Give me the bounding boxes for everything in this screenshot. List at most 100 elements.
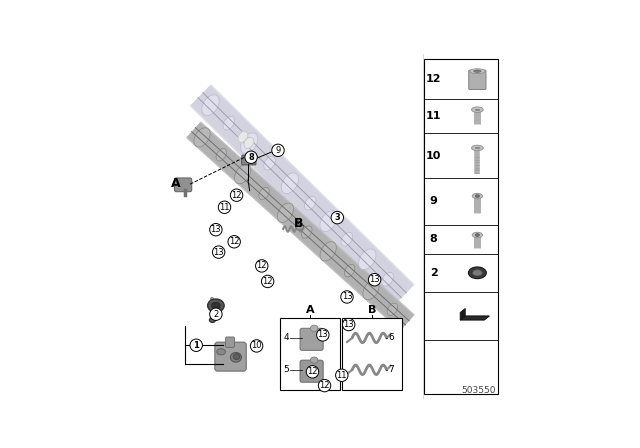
Text: 12: 12 (262, 277, 273, 286)
Circle shape (272, 144, 284, 156)
Ellipse shape (212, 302, 220, 309)
Text: 12: 12 (307, 367, 317, 376)
Text: 1: 1 (193, 341, 199, 350)
Circle shape (190, 339, 202, 352)
Text: A: A (172, 177, 181, 190)
FancyBboxPatch shape (242, 155, 256, 165)
Text: 13: 13 (369, 275, 380, 284)
Text: 12: 12 (319, 381, 330, 390)
Ellipse shape (344, 264, 355, 277)
Circle shape (218, 201, 231, 214)
Text: 7: 7 (388, 365, 394, 375)
Circle shape (230, 189, 243, 202)
Ellipse shape (281, 173, 299, 194)
Circle shape (369, 273, 381, 286)
Ellipse shape (363, 280, 379, 300)
Ellipse shape (387, 303, 397, 315)
Ellipse shape (358, 249, 376, 270)
Circle shape (342, 319, 355, 331)
Ellipse shape (472, 193, 483, 199)
Ellipse shape (273, 150, 278, 155)
Ellipse shape (223, 116, 235, 130)
Text: 10: 10 (426, 151, 441, 160)
Text: 12: 12 (231, 191, 242, 200)
Circle shape (210, 224, 222, 236)
Text: 2: 2 (213, 310, 218, 319)
Ellipse shape (320, 211, 337, 232)
Ellipse shape (476, 234, 479, 237)
Ellipse shape (301, 226, 312, 238)
Bar (342, 318, 402, 390)
Text: 4: 4 (284, 333, 289, 342)
Circle shape (307, 366, 319, 378)
Ellipse shape (244, 138, 254, 148)
Ellipse shape (230, 353, 241, 362)
Text: 11: 11 (426, 111, 442, 121)
Ellipse shape (474, 70, 481, 73)
Text: 9: 9 (275, 146, 280, 155)
Circle shape (318, 379, 331, 392)
Ellipse shape (468, 267, 486, 279)
Ellipse shape (202, 95, 220, 116)
FancyBboxPatch shape (215, 342, 246, 371)
Ellipse shape (207, 299, 224, 312)
Circle shape (340, 291, 353, 303)
Ellipse shape (472, 270, 482, 276)
Ellipse shape (472, 145, 483, 151)
Text: 503550: 503550 (461, 386, 495, 395)
Ellipse shape (382, 272, 394, 286)
Ellipse shape (233, 354, 240, 360)
FancyBboxPatch shape (300, 328, 323, 350)
Text: 11: 11 (220, 203, 230, 212)
Ellipse shape (310, 325, 318, 332)
Ellipse shape (264, 156, 275, 170)
Ellipse shape (241, 133, 258, 154)
Ellipse shape (320, 242, 336, 261)
Text: 10: 10 (252, 341, 262, 350)
Ellipse shape (238, 131, 248, 142)
Ellipse shape (310, 357, 318, 363)
Polygon shape (460, 308, 465, 320)
Text: 6: 6 (388, 333, 394, 342)
FancyBboxPatch shape (468, 70, 486, 90)
Ellipse shape (341, 233, 353, 246)
Ellipse shape (305, 196, 316, 210)
Ellipse shape (216, 149, 227, 161)
Text: 13: 13 (344, 320, 354, 329)
FancyBboxPatch shape (175, 178, 192, 192)
Ellipse shape (211, 319, 214, 322)
Ellipse shape (217, 349, 225, 355)
Circle shape (331, 211, 344, 224)
Text: 8: 8 (248, 153, 254, 162)
Ellipse shape (194, 128, 210, 147)
Circle shape (317, 329, 329, 341)
Text: 12: 12 (257, 262, 267, 271)
Ellipse shape (472, 107, 483, 112)
Text: 13: 13 (317, 331, 328, 340)
Circle shape (228, 236, 241, 248)
Text: 12: 12 (426, 74, 442, 84)
Text: B: B (294, 217, 303, 230)
FancyBboxPatch shape (300, 360, 323, 382)
Text: 11: 11 (337, 371, 347, 380)
FancyBboxPatch shape (225, 337, 234, 347)
Text: 13: 13 (342, 293, 352, 302)
Ellipse shape (472, 232, 483, 238)
Text: 5: 5 (284, 365, 289, 375)
Text: 12: 12 (229, 237, 239, 246)
Ellipse shape (234, 164, 251, 184)
Ellipse shape (277, 203, 294, 222)
Text: 9: 9 (429, 196, 438, 206)
Ellipse shape (470, 69, 485, 73)
Bar (280, 318, 340, 390)
Polygon shape (460, 316, 490, 320)
Circle shape (210, 308, 222, 320)
Text: B: B (368, 305, 376, 315)
Circle shape (212, 246, 225, 258)
Text: 3: 3 (335, 213, 340, 222)
Ellipse shape (209, 318, 216, 323)
Text: 2: 2 (429, 268, 437, 278)
Circle shape (255, 260, 268, 272)
Ellipse shape (476, 195, 479, 198)
Circle shape (261, 275, 274, 288)
